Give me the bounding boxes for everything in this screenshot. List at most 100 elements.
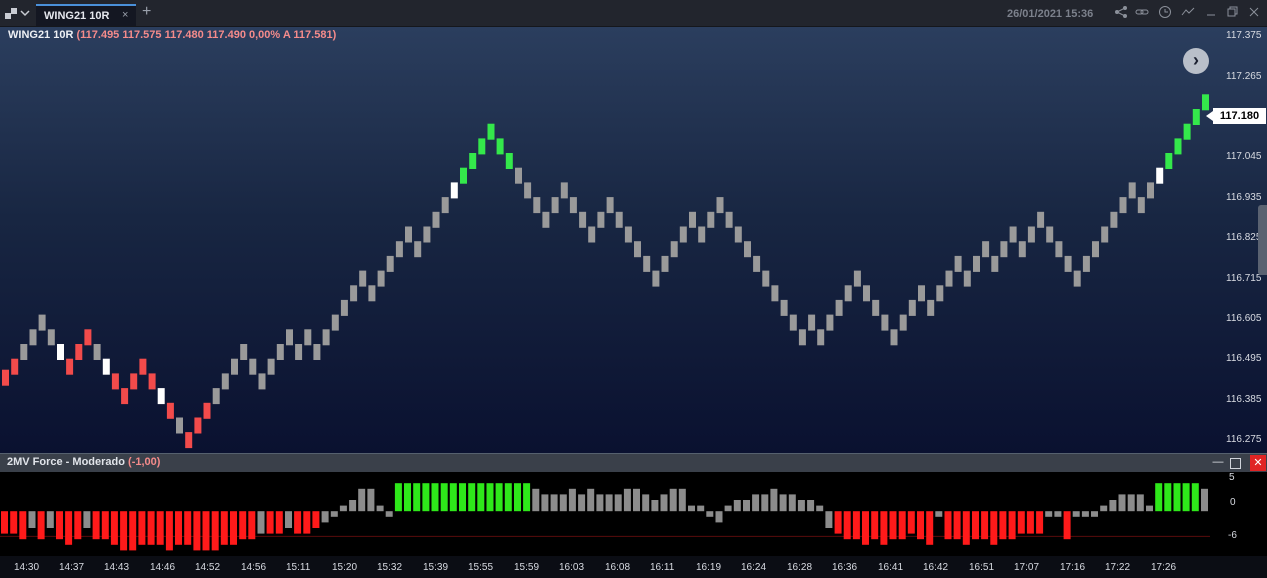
time-tick-label: 16:28 [787, 562, 813, 573]
indicator-bar [1063, 511, 1071, 540]
renko-brick [231, 358, 238, 375]
indicator-bar [724, 505, 732, 512]
renko-brick [304, 329, 312, 346]
renko-brick [450, 182, 458, 199]
indicator-bar [257, 511, 265, 534]
price-chart-area[interactable] [0, 27, 1210, 453]
renko-brick [1000, 241, 1008, 258]
indicator-bar [56, 511, 63, 540]
price-tick-label: 117.375 [1226, 30, 1262, 42]
indicator-bar [10, 511, 18, 534]
indicator-bar [596, 494, 604, 512]
clock-icon[interactable] [1157, 4, 1173, 20]
renko-brick [872, 299, 880, 316]
renko-brick [1137, 197, 1145, 214]
indicator-bar [431, 483, 439, 512]
indicator-bar [898, 511, 906, 540]
indicator-bar [944, 511, 952, 540]
indicator-close-button[interactable]: ✕ [1250, 455, 1266, 471]
time-tick-label: 16:19 [696, 562, 722, 573]
link-icon[interactable] [1134, 4, 1150, 20]
ohlc-legend: WING21 10R (117.495 117.575 117.480 117.… [8, 29, 336, 41]
indicator-bar [1054, 511, 1062, 517]
renko-brick [1110, 211, 1118, 228]
indicator-bar [706, 511, 714, 517]
indicator-bar [330, 511, 338, 517]
renko-brick [1156, 167, 1164, 184]
indicator-bar [303, 511, 311, 534]
tab-close-icon[interactable]: × [122, 9, 129, 21]
indicator-bar [1100, 505, 1108, 512]
time-tick-label: 16:51 [969, 562, 995, 573]
close-icon[interactable] [1246, 4, 1262, 20]
renko-brick [57, 344, 64, 360]
renko-brick [863, 285, 870, 302]
renko-brick [414, 241, 422, 258]
indicator-tick-minus6: -6 [1228, 530, 1237, 541]
renko-brick [350, 285, 358, 302]
indicator-minimize-button[interactable]: — [1212, 456, 1224, 468]
indicator-bar [715, 511, 723, 523]
price-tick-label: 117.045 [1226, 151, 1262, 163]
renko-brick [441, 197, 449, 214]
renko-brick [725, 211, 733, 228]
renko-brick [386, 255, 394, 272]
indicator-bar [248, 511, 256, 540]
new-tab-button[interactable]: + [142, 3, 152, 20]
renko-brick [102, 358, 110, 375]
price-axis[interactable] [1210, 27, 1267, 453]
indicator-bar [120, 511, 128, 551]
indicator-value: (-1,00) [128, 456, 161, 468]
renko-brick [313, 344, 321, 360]
indicator-panel[interactable] [0, 472, 1210, 556]
force-histogram[interactable] [0, 472, 1210, 556]
layout-menu-icon[interactable] [4, 6, 30, 20]
renko-brick [634, 241, 641, 258]
indicator-bar [376, 505, 384, 512]
restore-icon[interactable] [1224, 4, 1240, 20]
renko-brick [1202, 94, 1209, 111]
indicator-bar [514, 483, 521, 512]
renko-brick [66, 358, 74, 375]
indicator-bar [1045, 511, 1053, 517]
indicator-bar [981, 511, 989, 540]
indicator-bar [129, 511, 137, 551]
indicator-bar [294, 511, 302, 534]
indicator-bar [110, 511, 118, 545]
indicator-bar [568, 488, 576, 512]
renko-brick [588, 226, 596, 243]
renko-brick [826, 314, 834, 331]
indicator-bar [65, 511, 73, 545]
renko-brick [890, 329, 898, 346]
renko-brick [936, 285, 944, 302]
renko-brick [927, 299, 935, 316]
renko-brick [331, 314, 339, 331]
renko-brick [423, 226, 431, 243]
renko-brick [524, 182, 532, 199]
indicator-bar [660, 494, 668, 512]
price-tick-label: 116.825 [1226, 232, 1262, 244]
renko-brick [212, 388, 220, 405]
renko-brick [1009, 226, 1017, 243]
indicator-bar [1026, 511, 1034, 534]
indicator-bar [550, 494, 558, 512]
time-axis[interactable]: 14:30 14:37 14:43 14:46 14:52 14:56 15:11 15:20… [0, 556, 1267, 578]
tab-wing21[interactable]: WING21 10R × [36, 4, 136, 26]
time-tick-label: 17:07 [1014, 562, 1040, 573]
renko-brick [1183, 123, 1191, 140]
indicator-maximize-button[interactable] [1230, 458, 1241, 469]
indicator-bar [816, 505, 824, 512]
renko-brick [606, 197, 614, 214]
indicator-bar [184, 511, 192, 545]
trend-icon[interactable] [1180, 4, 1196, 20]
renko-brick [542, 211, 550, 228]
indicator-bar [83, 511, 91, 528]
renko-chart[interactable] [0, 27, 1210, 453]
side-panel-handle[interactable] [1258, 205, 1267, 275]
share-icon[interactable] [1113, 4, 1129, 20]
renko-brick [157, 388, 165, 405]
indicator-bar [926, 511, 934, 545]
minimize-icon[interactable] [1203, 4, 1219, 20]
indicator-axis: 5 0 -6 [1210, 472, 1267, 556]
scroll-right-button[interactable]: › [1183, 48, 1209, 74]
